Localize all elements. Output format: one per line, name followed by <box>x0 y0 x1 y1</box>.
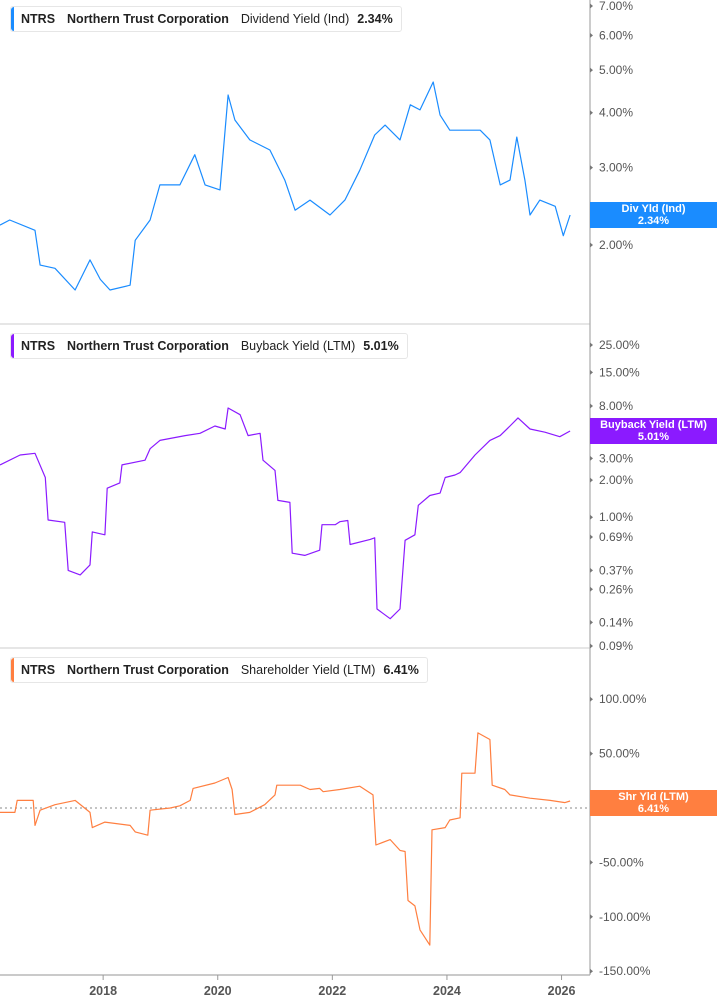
y-tick-mark <box>590 477 593 483</box>
panel-header-buyback: NTRS Northern Trust Corporation Buyback … <box>10 333 408 359</box>
y-tick-label: -150.00% <box>599 964 651 978</box>
y-tick-mark <box>590 342 593 348</box>
series-color-bar <box>11 7 14 31</box>
y-tick-label: 4.00% <box>599 106 633 120</box>
y-tick-label: 0.09% <box>599 639 633 653</box>
y-tick-label: 8.00% <box>599 399 633 413</box>
x-tick-label: 2024 <box>433 984 461 998</box>
y-tick-mark <box>590 455 593 461</box>
y-tick-label: -100.00% <box>599 910 651 924</box>
x-tick-label: 2022 <box>318 984 346 998</box>
panel-header-shareholder: NTRS Northern Trust Corporation Sharehol… <box>10 657 428 683</box>
y-tick-label: 7.00% <box>599 0 633 13</box>
metric-name: Buyback Yield (LTM) <box>240 339 356 353</box>
ticker: NTRS <box>21 339 56 353</box>
y-tick-mark <box>590 110 593 116</box>
metric-value: 2.34% <box>357 12 393 26</box>
y-tick-label: 5.00% <box>599 63 633 77</box>
y-tick-label: 0.14% <box>599 615 633 629</box>
metric-name: Dividend Yield (Ind) <box>240 12 350 26</box>
y-tick-mark <box>590 567 593 573</box>
y-tick-mark <box>590 619 593 625</box>
y-tick-label: 0.69% <box>599 530 633 544</box>
y-tick-label: 25.00% <box>599 338 640 352</box>
badge-value: 5.01% <box>637 431 670 443</box>
series-color-bar <box>11 334 14 358</box>
y-tick-label: 0.26% <box>599 582 633 596</box>
shareholder-yield-line <box>0 732 571 946</box>
y-tick-mark <box>590 696 593 702</box>
y-tick-label: 1.00% <box>599 510 633 524</box>
metric-value: 5.01% <box>363 339 399 353</box>
y-tick-mark <box>590 165 593 171</box>
y-tick-mark <box>590 369 593 375</box>
ticker: NTRS <box>21 663 56 677</box>
y-tick-mark <box>590 643 593 649</box>
metric-name: Shareholder Yield (LTM) <box>240 663 376 677</box>
badge-value: 2.34% <box>637 215 670 227</box>
y-tick-label: 50.00% <box>599 747 640 761</box>
buyback-yield-line <box>0 407 571 620</box>
y-tick-label: 6.00% <box>599 28 633 42</box>
y-tick-label: 15.00% <box>599 365 640 379</box>
x-tick-label: 2018 <box>89 984 117 998</box>
panel-header-dividend: NTRS Northern Trust Corporation Dividend… <box>10 6 402 32</box>
y-tick-mark <box>590 3 593 9</box>
ticker: NTRS <box>21 12 56 26</box>
y-tick-mark <box>590 67 593 73</box>
dividend-yield-line <box>0 81 571 291</box>
badge-value: 6.41% <box>637 803 670 815</box>
y-tick-label: 2.00% <box>599 473 633 487</box>
y-tick-label: 2.00% <box>599 238 633 252</box>
y-tick-label: 100.00% <box>599 692 647 706</box>
company-name: Northern Trust Corporation <box>67 339 229 353</box>
y-tick-label: 3.00% <box>599 451 633 465</box>
metric-value: 6.41% <box>383 663 419 677</box>
company-name: Northern Trust Corporation <box>67 663 229 677</box>
y-tick-mark <box>590 514 593 520</box>
badge-label: Shr Yld (LTM) <box>618 791 689 803</box>
current-value-badge-shareholder: Shr Yld (LTM) 6.41% <box>590 790 717 816</box>
y-tick-mark <box>590 242 593 248</box>
y-tick-label: 0.37% <box>599 563 633 577</box>
x-tick-label: 2026 <box>548 984 576 998</box>
y-tick-mark <box>590 403 593 409</box>
y-tick-label: 3.00% <box>599 161 633 175</box>
y-tick-label: -50.00% <box>599 855 644 869</box>
y-tick-mark <box>590 968 593 974</box>
y-tick-mark <box>590 32 593 38</box>
x-tick-label: 2020 <box>204 984 232 998</box>
badge-label: Buyback Yield (LTM) <box>600 419 707 431</box>
y-tick-mark <box>590 751 593 757</box>
y-tick-mark <box>590 534 593 540</box>
current-value-badge-buyback: Buyback Yield (LTM) 5.01% <box>590 418 717 444</box>
series-color-bar <box>11 658 14 682</box>
y-tick-mark <box>590 586 593 592</box>
badge-label: Div Yld (Ind) <box>621 203 686 215</box>
y-tick-mark <box>590 914 593 920</box>
company-name: Northern Trust Corporation <box>67 12 229 26</box>
current-value-badge-dividend: Div Yld (Ind) 2.34% <box>590 202 717 228</box>
y-tick-mark <box>590 859 593 865</box>
